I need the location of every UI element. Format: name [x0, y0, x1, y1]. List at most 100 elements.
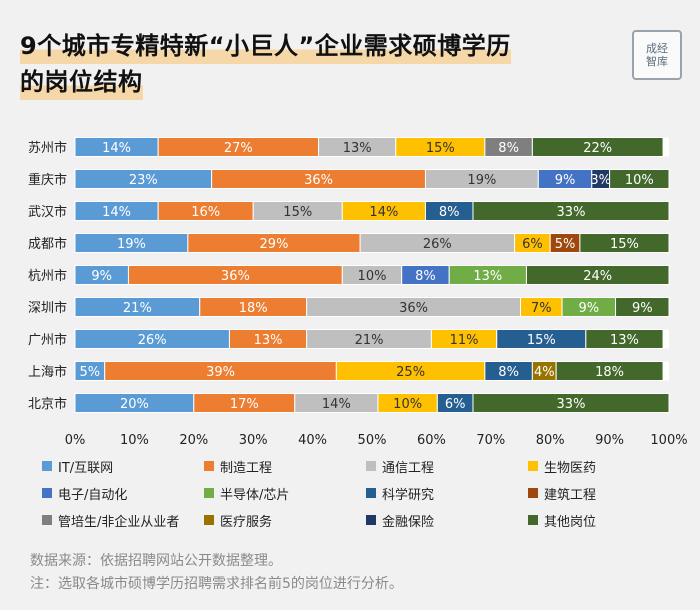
category-label: 深圳市	[28, 300, 67, 316]
legend-label: 管培生/非企业从业者	[58, 514, 180, 530]
legend-item: IT/互联网	[42, 457, 204, 476]
data-label: 13%	[610, 333, 639, 348]
bar-segment	[472, 393, 670, 413]
data-label: 21%	[123, 301, 152, 316]
chart-title: 9个城市专精特新“小巨人”企业需求硕博学历 的岗位结构	[20, 28, 511, 100]
chart-title-line1: 9个城市专精特新“小巨人”企业需求硕博学历	[20, 28, 511, 64]
data-label: 8%	[439, 205, 460, 220]
legend-swatch	[204, 488, 214, 498]
legend-label: 制造工程	[220, 460, 273, 476]
x-tick-label: 100%	[650, 433, 687, 448]
data-label: 8%	[498, 141, 519, 156]
data-label: 25%	[396, 365, 425, 380]
bar-segment	[525, 265, 670, 285]
x-tick-label: 30%	[239, 433, 268, 448]
data-label: 14%	[102, 205, 131, 220]
data-label: 26%	[423, 237, 452, 252]
data-label: 14%	[322, 397, 351, 412]
chart-legend: IT/互联网 制造工程 通信工程 生物医药 电子/自动化 半导体/芯片 科学研究 建筑工程 管培…	[42, 457, 690, 530]
x-tick-label: 90%	[595, 433, 624, 448]
bar-segment	[615, 297, 670, 317]
category-label: 北京市	[28, 396, 67, 412]
data-source-note: 数据来源：依据招聘网站公开数据整理。	[30, 553, 282, 569]
x-tick-label: 0%	[65, 433, 86, 448]
bar-segment	[585, 329, 664, 349]
legend-swatch	[528, 461, 538, 471]
data-label: 18%	[239, 301, 268, 316]
data-label: 15%	[283, 205, 312, 220]
legend-swatch	[42, 515, 52, 525]
x-tick-label: 10%	[120, 433, 149, 448]
legend-item: 通信工程	[366, 457, 528, 476]
legend-label: IT/互联网	[58, 460, 114, 476]
legend-label: 生物医药	[544, 460, 597, 476]
data-label: 9%	[578, 301, 599, 316]
category-label: 苏州市	[28, 140, 67, 156]
category-label: 杭州市	[28, 268, 67, 284]
data-label: 21%	[355, 333, 384, 348]
data-label: 16%	[191, 205, 220, 220]
data-label: 36%	[304, 173, 333, 188]
data-label: 24%	[583, 269, 612, 284]
x-tick-label: 60%	[417, 433, 446, 448]
x-tick-label: 50%	[358, 433, 387, 448]
data-label: 19%	[467, 173, 496, 188]
data-label: 9%	[632, 301, 653, 316]
chart-title-line2: 的岗位结构	[20, 64, 143, 100]
legend-item: 医疗服务	[204, 511, 366, 530]
legend-item: 金融保险	[366, 511, 528, 530]
data-label: 6%	[522, 237, 543, 252]
data-label: 33%	[557, 205, 586, 220]
data-label: 15%	[527, 333, 556, 348]
data-label: 22%	[583, 141, 612, 156]
data-label: 10%	[358, 269, 387, 284]
legend-label: 建筑工程	[544, 487, 597, 503]
data-label: 10%	[393, 397, 422, 412]
legend-label: 电子/自动化	[58, 487, 128, 503]
legend-item: 建筑工程	[528, 484, 690, 503]
legend-label: 医疗服务	[220, 514, 273, 530]
data-label: 17%	[230, 397, 259, 412]
data-label: 14%	[102, 141, 131, 156]
data-label: 6%	[445, 397, 466, 412]
data-label: 8%	[498, 365, 519, 380]
brand-logo: 成经智库	[632, 30, 682, 80]
bar-segment	[609, 169, 670, 189]
legend-item: 电子/自动化	[42, 484, 204, 503]
bar-segment	[472, 201, 670, 221]
data-label: 9%	[91, 269, 112, 284]
legend-item: 半导体/芯片	[204, 484, 366, 503]
category-label: 上海市	[28, 364, 67, 380]
legend-swatch	[204, 515, 214, 525]
data-label: 10%	[625, 173, 654, 188]
category-label: 广州市	[28, 332, 67, 348]
x-tick-label: 70%	[476, 433, 505, 448]
data-label: 23%	[129, 173, 158, 188]
data-label: 29%	[260, 237, 289, 252]
data-label: 15%	[426, 141, 455, 156]
data-label: 8%	[415, 269, 436, 284]
legend-item: 生物医药	[528, 457, 690, 476]
legend-item: 制造工程	[204, 457, 366, 476]
data-label: 33%	[557, 397, 586, 412]
data-label: 11%	[450, 333, 479, 348]
data-label: 5%	[555, 237, 576, 252]
data-label: 19%	[117, 237, 146, 252]
legend-label: 其他岗位	[544, 514, 597, 530]
data-label: 13%	[254, 333, 283, 348]
x-tick-label: 80%	[536, 433, 565, 448]
data-label: 13%	[473, 269, 502, 284]
category-label: 成都市	[28, 236, 67, 252]
bar-segment	[555, 361, 664, 381]
legend-label: 通信工程	[382, 460, 435, 476]
legend-item: 其他岗位	[528, 511, 690, 530]
data-label: 26%	[138, 333, 167, 348]
analysis-note: 注：选取各城市硕博学历招聘需求排名前5的岗位进行分析。	[30, 576, 403, 592]
legend-swatch	[528, 488, 538, 498]
legend-item: 管培生/非企业从业者	[42, 511, 204, 530]
legend-label: 半导体/芯片	[220, 487, 290, 503]
data-label: 7%	[531, 301, 552, 316]
data-label: 36%	[399, 301, 428, 316]
legend-swatch	[42, 488, 52, 498]
data-label: 15%	[610, 237, 639, 252]
